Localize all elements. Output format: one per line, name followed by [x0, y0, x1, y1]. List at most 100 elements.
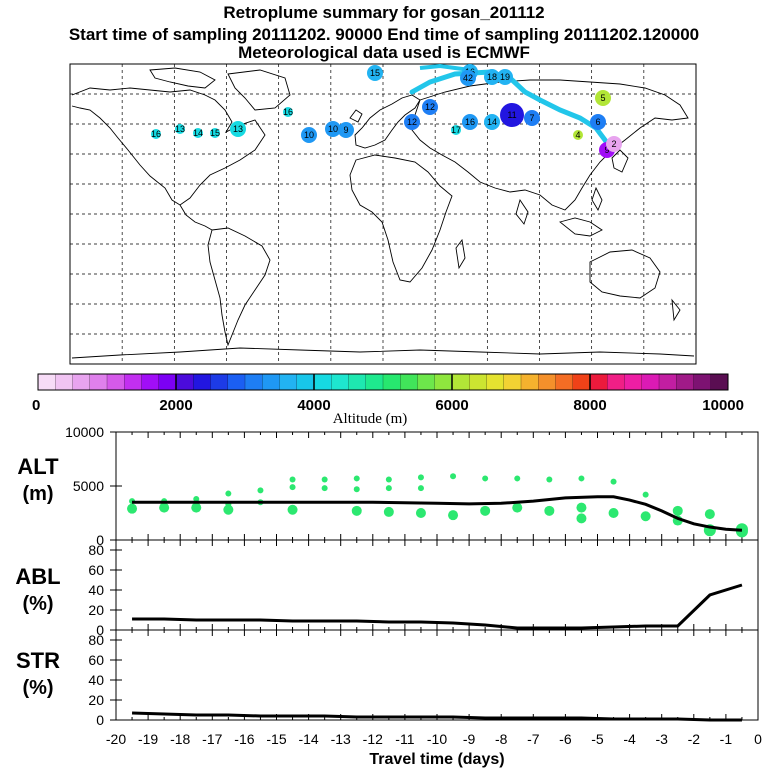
altitude-point	[576, 502, 587, 513]
str-line	[132, 711, 742, 722]
y-tick-label: 60	[88, 562, 104, 578]
colorbar-tick-label: 0	[32, 397, 40, 414]
colorbar-cell	[589, 373, 608, 391]
chart-title: Retroplume summary for gosan_201112	[223, 3, 545, 22]
altitude-point	[225, 490, 232, 497]
x-tick-label: -12	[363, 731, 383, 747]
y-tick-label: 40	[88, 582, 104, 598]
map-point-marker	[193, 128, 203, 138]
colorbar-cell	[37, 373, 56, 391]
colorbar-tick-label: 6000	[435, 397, 468, 414]
x-tick-label: -3	[655, 731, 668, 747]
str-unit: (%)	[22, 677, 53, 699]
y-tick-label: 40	[88, 672, 104, 688]
map-point-marker	[484, 69, 500, 85]
map-point-label: 6	[595, 117, 600, 127]
map-point-marker	[338, 122, 354, 138]
sampling-times: Start time of sampling 20111202. 90000 E…	[68, 25, 700, 44]
x-axis-label: Travel time (days)	[369, 751, 504, 768]
map-point: 19	[497, 69, 513, 85]
map-point-marker	[301, 127, 317, 143]
map-point-marker	[460, 70, 476, 86]
x-tick-label: -7	[527, 731, 540, 747]
map-point: 14	[484, 114, 500, 130]
colorbar-cell	[365, 373, 384, 391]
colorbar-tick-label: 4000	[297, 397, 330, 414]
abl-unit: (%)	[22, 593, 53, 615]
x-tick-label: -19	[138, 731, 158, 747]
x-tick-label: -6	[559, 731, 572, 747]
map-point: 13	[175, 124, 185, 134]
colorbar-cell	[693, 373, 712, 391]
y-tick-label: 80	[88, 632, 104, 648]
colorbar-cell	[624, 373, 643, 391]
map-point-label: 11	[507, 110, 516, 120]
altitude-point	[351, 505, 362, 516]
alt-unit: (m)	[22, 483, 53, 505]
map-point: 18	[484, 69, 500, 85]
map-point: 10	[325, 121, 341, 137]
altitude-point	[704, 509, 715, 520]
altitude-point	[450, 473, 457, 480]
map-point-label: 12	[407, 117, 417, 127]
altitude-point	[383, 506, 394, 517]
x-tick-label: -10	[427, 731, 447, 747]
map-point-label: 14	[487, 117, 497, 127]
x-tick-label: -2	[688, 731, 701, 747]
map-point: 13	[230, 121, 246, 137]
altitude-point	[289, 476, 296, 483]
map-point-marker	[590, 114, 606, 130]
y-tick-label: 20	[88, 692, 104, 708]
map-point: 5	[595, 90, 611, 106]
y-tick-label: 80	[88, 542, 104, 558]
coastlines	[71, 67, 695, 359]
y-tick-label: 0	[96, 532, 104, 548]
map-point-label: 16	[151, 129, 161, 139]
x-tick-label: -9	[463, 731, 476, 747]
map-point-label: 2	[611, 139, 616, 149]
map-point-label: 16	[283, 107, 293, 117]
colorbar-cell	[175, 373, 194, 391]
map-point-label: 9	[604, 145, 609, 155]
altitude-point	[321, 476, 328, 483]
map-point-marker	[175, 124, 185, 134]
abl-label: ABL	[15, 564, 60, 589]
altitude-point	[512, 502, 523, 513]
map-point: 9	[338, 122, 354, 138]
altitude-point	[578, 475, 585, 482]
map-point-label: 42	[463, 73, 473, 83]
altitude-point	[480, 505, 491, 516]
x-tick-label: -18	[170, 731, 190, 747]
x-tick-label: -1	[720, 731, 733, 747]
altitude-point	[546, 476, 553, 483]
x-tick-label: -8	[495, 731, 508, 747]
altitude-point	[223, 504, 234, 515]
colorbar-cell	[141, 373, 160, 391]
map-point-label: 13	[233, 124, 243, 134]
map-point-label: 14	[193, 128, 203, 138]
map-point-label: 10	[304, 130, 314, 140]
map-point-label: 7	[529, 113, 534, 123]
colorbar-cell	[124, 373, 143, 391]
colorbar-cell	[244, 373, 263, 391]
map-point-marker	[325, 121, 341, 137]
abl-line	[132, 583, 743, 630]
x-tick-label: -11	[395, 731, 414, 747]
map-point-marker	[595, 90, 611, 106]
altitude-point	[127, 503, 138, 514]
map-point: 17	[451, 125, 461, 135]
y-tick-label: 60	[88, 652, 104, 668]
x-tick-label: -5	[591, 731, 604, 747]
map-point: 14	[193, 128, 203, 138]
world-map: 1516421819121116147695421013141516131610…	[69, 63, 697, 365]
colorbar-cell	[676, 373, 695, 391]
map-point-marker	[451, 125, 461, 135]
map-point-marker	[462, 114, 478, 130]
colorbar-cell	[296, 373, 315, 391]
altitude-point	[482, 475, 489, 482]
colorbar-cell	[158, 373, 177, 391]
map-point: 6	[590, 114, 606, 130]
x-tick-label: -4	[623, 731, 636, 747]
